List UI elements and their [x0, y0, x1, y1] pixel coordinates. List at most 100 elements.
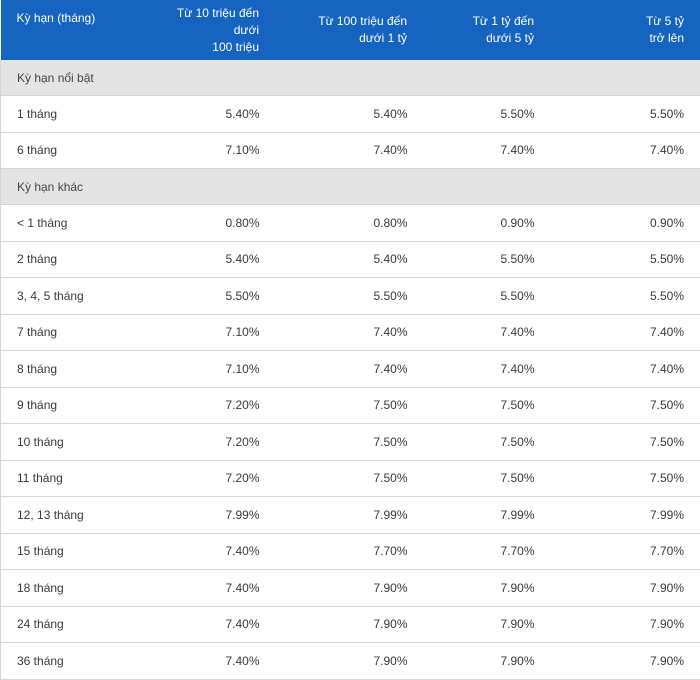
rate-cell: 5.50%: [424, 278, 551, 315]
header-term-line-1: Kỳ hạn (tháng): [17, 10, 120, 27]
rate-cell: 7.40%: [424, 351, 551, 388]
rate-cell: 7.40%: [551, 132, 700, 169]
term-cell: 2 tháng: [1, 241, 136, 278]
rate-cell: 7.50%: [276, 387, 424, 424]
rate-cell: 5.50%: [551, 96, 700, 133]
rate-cell: 0.90%: [551, 205, 700, 242]
rate-cell: 7.40%: [136, 533, 276, 570]
header-tier-line-2: dưới 5 tỷ: [440, 30, 534, 47]
rate-cell: 5.50%: [551, 241, 700, 278]
rate-cell: 5.50%: [424, 241, 551, 278]
header-term: Kỳ hạn (tháng): [1, 0, 136, 60]
rate-cell: 7.40%: [551, 314, 700, 351]
group-header-row: Kỳ hạn nổi bật: [1, 60, 700, 96]
term-cell: 15 tháng: [1, 533, 136, 570]
rate-cell: 7.20%: [136, 460, 276, 497]
rate-cell: 5.40%: [136, 96, 276, 133]
rate-cell: 0.80%: [136, 205, 276, 242]
rate-cell: 7.40%: [136, 606, 276, 643]
rate-cell: 7.50%: [276, 424, 424, 461]
header-tier-5b-plus: Từ 5 tỷ trở lên: [551, 0, 700, 60]
group-header-row: Kỳ hạn khác: [1, 169, 700, 205]
rate-cell: 0.90%: [424, 205, 551, 242]
rate-cell: 7.40%: [136, 643, 276, 680]
header-tier-line-2: dưới 1 tỷ: [292, 30, 407, 47]
header-tier-line-1: Từ 100 triệu đến: [292, 13, 407, 30]
rate-cell: 7.99%: [424, 497, 551, 534]
rate-cell: 7.99%: [276, 497, 424, 534]
group-title: Kỳ hạn khác: [1, 169, 700, 205]
rate-cell: 7.99%: [136, 497, 276, 534]
rate-cell: 7.10%: [136, 314, 276, 351]
term-cell: 12, 13 tháng: [1, 497, 136, 534]
rate-cell: 7.50%: [276, 460, 424, 497]
term-cell: 9 tháng: [1, 387, 136, 424]
table-header: Kỳ hạn (tháng) Từ 10 triệu đến dưới 100 …: [1, 0, 700, 60]
rate-cell: 7.99%: [551, 497, 700, 534]
rate-cell: 7.90%: [276, 606, 424, 643]
rate-cell: 7.40%: [424, 132, 551, 169]
rate-cell: 5.50%: [424, 96, 551, 133]
rate-cell: 7.90%: [424, 606, 551, 643]
header-tier-line-2: 100 triệu: [152, 39, 259, 56]
header-tier-line-1: Từ 1 tỷ đến: [440, 13, 534, 30]
rate-cell: 7.50%: [551, 387, 700, 424]
rate-cell: 7.40%: [276, 132, 424, 169]
rate-cell: 7.50%: [551, 460, 700, 497]
rate-cell: 7.40%: [136, 570, 276, 607]
rate-cell: 0.80%: [276, 205, 424, 242]
rate-cell: 7.50%: [424, 460, 551, 497]
header-tier-line-1: Từ 10 triệu đến dưới: [152, 5, 259, 39]
rate-cell: 7.40%: [276, 351, 424, 388]
header-row: Kỳ hạn (tháng) Từ 10 triệu đến dưới 100 …: [1, 0, 700, 60]
rate-cell: 5.40%: [276, 96, 424, 133]
rate-cell: 7.40%: [551, 351, 700, 388]
term-cell: 18 tháng: [1, 570, 136, 607]
rate-cell: 7.70%: [276, 533, 424, 570]
term-cell: 10 tháng: [1, 424, 136, 461]
header-tier-100m-1b: Từ 100 triệu đến dưới 1 tỷ: [276, 0, 424, 60]
header-tier-10m-100m: Từ 10 triệu đến dưới 100 triệu: [136, 0, 276, 60]
rate-cell: 5.40%: [136, 241, 276, 278]
rate-cell: 7.90%: [276, 570, 424, 607]
term-cell: 8 tháng: [1, 351, 136, 388]
rate-cell: 5.50%: [276, 278, 424, 315]
header-tier-line-1: Từ 5 tỷ: [567, 13, 684, 30]
rate-cell: 7.50%: [424, 387, 551, 424]
term-cell: 11 tháng: [1, 460, 136, 497]
rate-cell: 5.50%: [551, 278, 700, 315]
term-cell: 36 tháng: [1, 643, 136, 680]
rate-cell: 5.40%: [276, 241, 424, 278]
rate-cell: 7.70%: [424, 533, 551, 570]
group-title: Kỳ hạn nổi bật: [1, 60, 700, 96]
rate-cell: 7.20%: [136, 387, 276, 424]
rate-cell: 7.10%: [136, 132, 276, 169]
rate-cell: 7.20%: [136, 424, 276, 461]
rate-cell: 7.10%: [136, 351, 276, 388]
term-cell: 7 tháng: [1, 314, 136, 351]
term-cell: 6 tháng: [1, 132, 136, 169]
rate-cell: 7.90%: [276, 643, 424, 680]
header-tier-1b-5b: Từ 1 tỷ đến dưới 5 tỷ: [424, 0, 551, 60]
rate-cell: 7.90%: [424, 643, 551, 680]
term-cell: 3, 4, 5 tháng: [1, 278, 136, 315]
rate-cell: 7.40%: [276, 314, 424, 351]
rate-cell: 7.70%: [551, 533, 700, 570]
